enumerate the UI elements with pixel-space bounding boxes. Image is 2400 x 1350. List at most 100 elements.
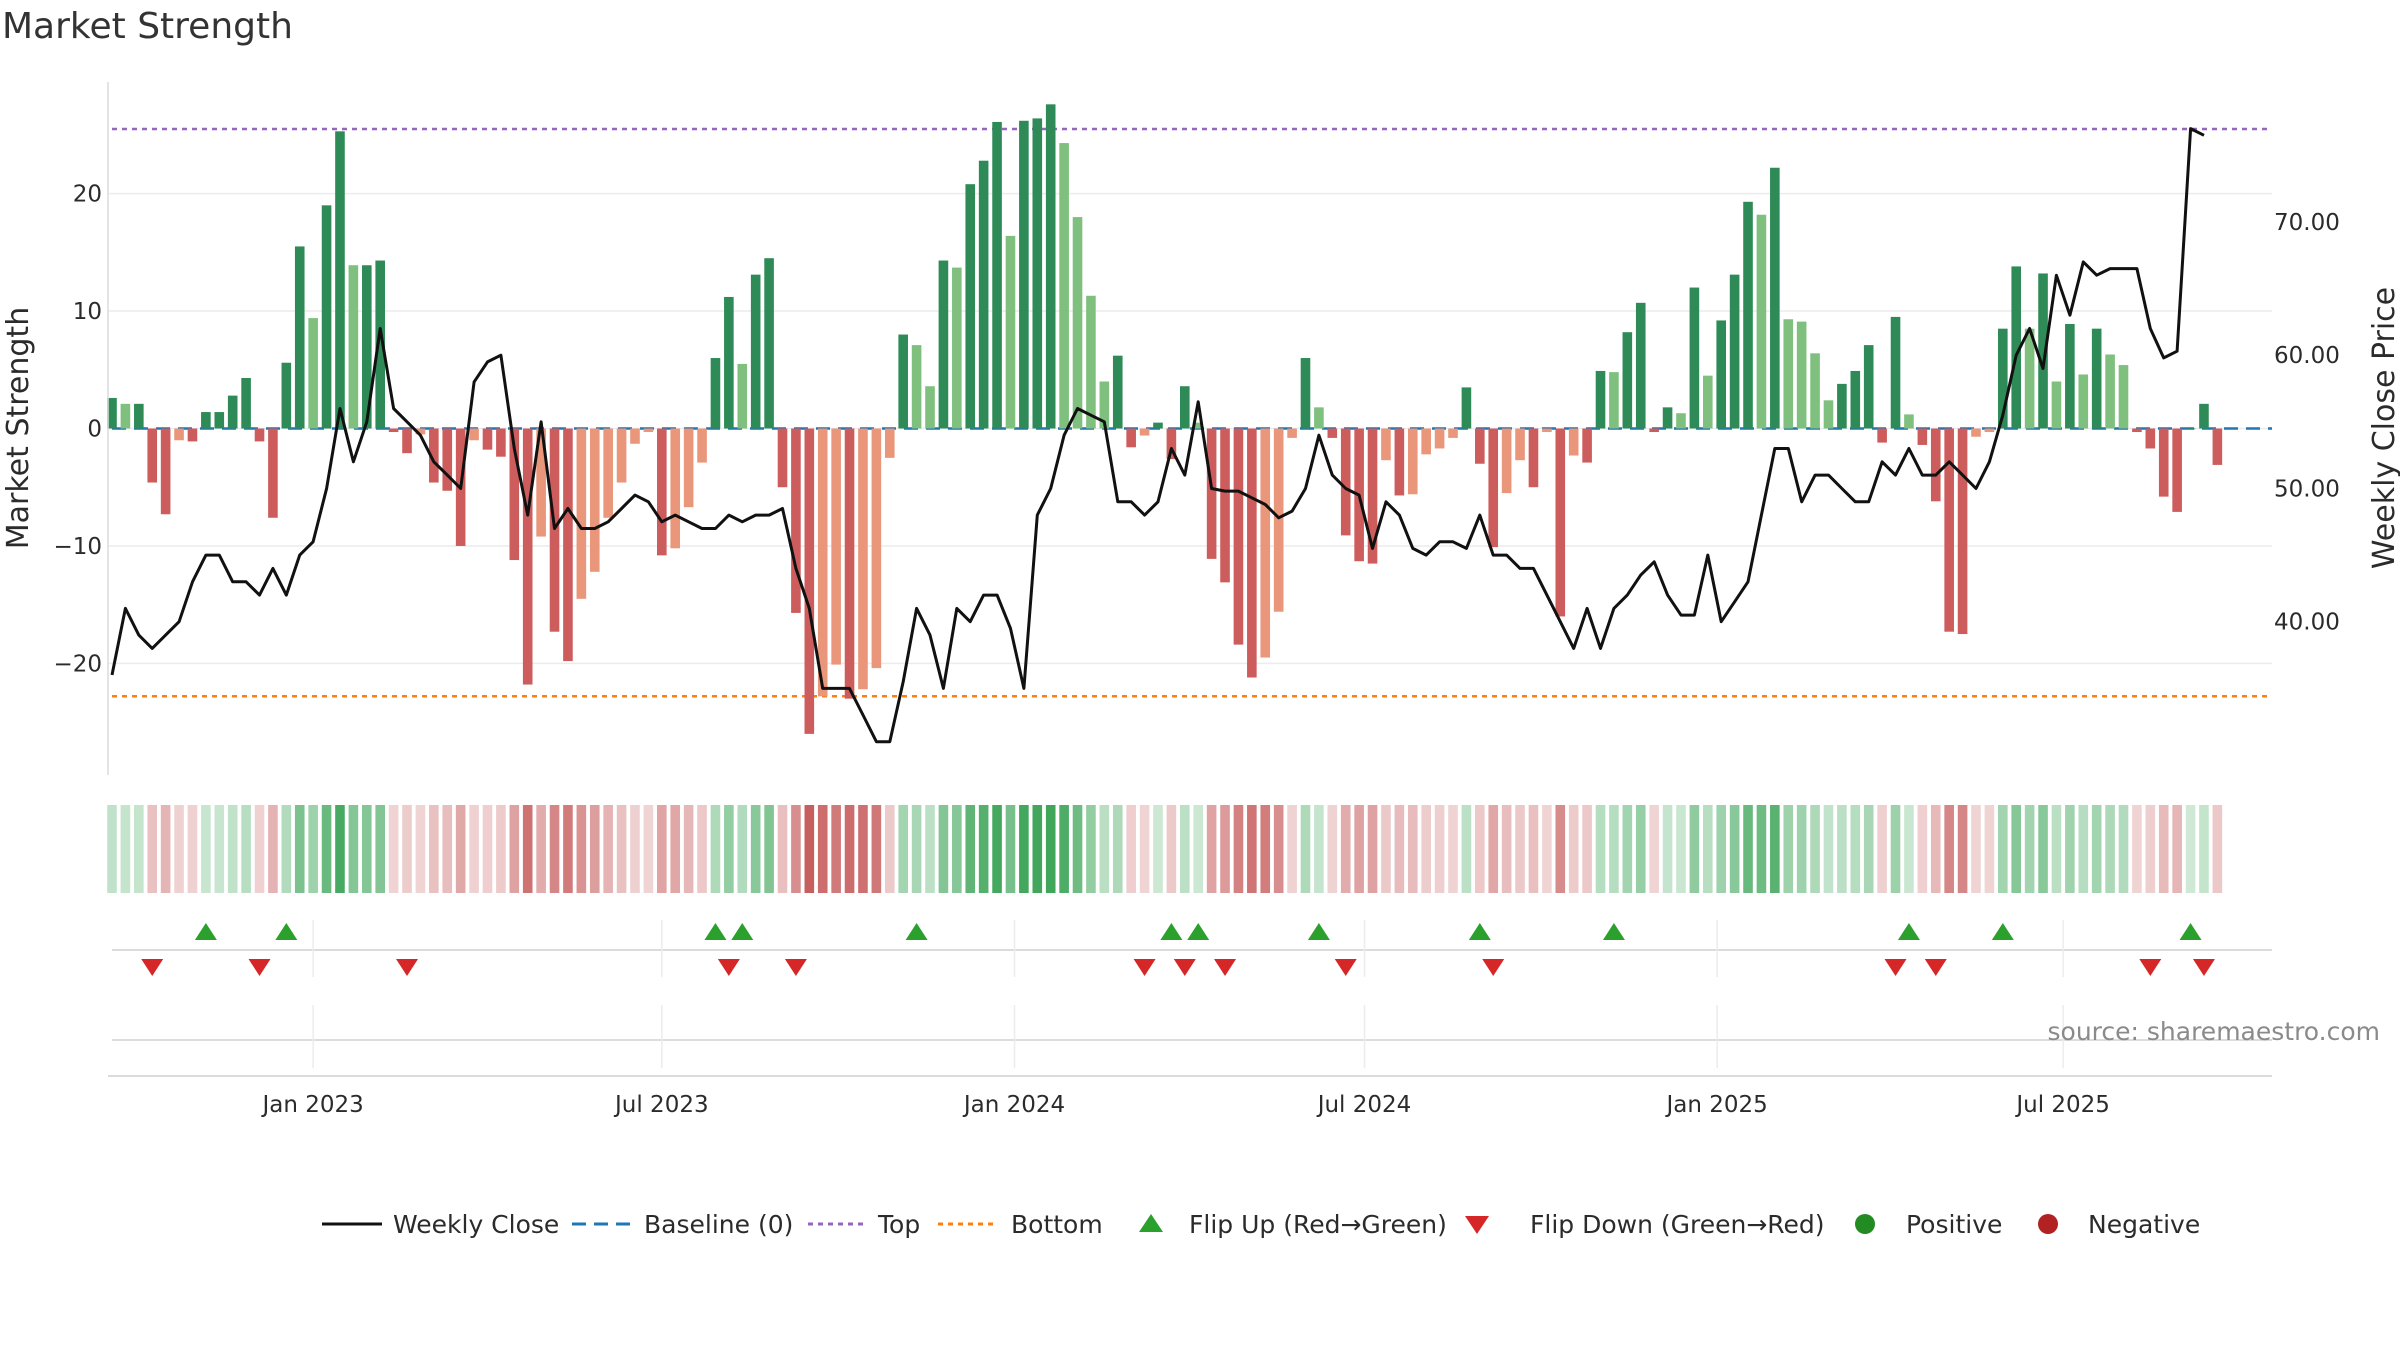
strength-bar — [884, 428, 895, 458]
strength-bar — [522, 428, 533, 685]
strength-bar — [2091, 328, 2102, 429]
heat-cell — [657, 805, 667, 893]
strength-bar — [107, 397, 117, 429]
heat-cell — [1729, 805, 1740, 893]
heat-cell — [1045, 805, 1056, 893]
strength-bar — [509, 428, 520, 561]
flip-down-marker — [717, 959, 740, 976]
strength-bar — [616, 428, 627, 483]
strength-bar — [764, 258, 774, 429]
y-tick-label: −20 — [53, 651, 102, 677]
heat-cell — [817, 805, 828, 893]
strength-bar — [925, 386, 935, 429]
heat-cell — [2091, 805, 2102, 893]
heat-cell — [1475, 805, 1485, 893]
heat-cell — [1743, 805, 1753, 893]
heat-cell — [1823, 805, 1834, 893]
heat-cell — [1314, 805, 1324, 893]
legend-label-bottom: Bottom — [1011, 1210, 1103, 1239]
flip-up-marker — [194, 923, 217, 940]
heat-cell — [2118, 805, 2129, 893]
heat-cell — [1461, 805, 1472, 893]
heat-cell — [1716, 805, 1726, 893]
strength-bar — [992, 121, 1002, 429]
flip-up-marker — [1468, 923, 1491, 940]
heat-cell — [241, 805, 251, 893]
heat-cell — [952, 805, 962, 893]
strength-bar — [1206, 428, 1217, 559]
heat-cell — [1354, 805, 1364, 893]
strength-bar — [1837, 383, 1847, 429]
strength-bar — [241, 377, 251, 429]
heat-cell — [294, 805, 305, 893]
heat-cell — [455, 805, 466, 893]
x-tick-label: Jan 2024 — [962, 1092, 1065, 1118]
heat-cell — [1488, 805, 1499, 893]
heat-cell — [1944, 805, 1954, 893]
strength-bar — [871, 428, 882, 669]
strength-bar — [952, 267, 962, 429]
heat-cell — [160, 805, 171, 893]
heat-cell — [442, 805, 453, 893]
heat-cell — [1702, 805, 1713, 893]
strength-bar — [1193, 422, 1204, 429]
x-tick-label: Jan 2025 — [1665, 1092, 1768, 1118]
strength-bar — [134, 403, 144, 429]
flip-up-marker — [1187, 923, 1210, 940]
strength-bar — [214, 412, 225, 429]
heat-cell — [1676, 805, 1686, 893]
strength-bar — [536, 428, 546, 537]
flip-up-marker — [704, 923, 727, 940]
strength-bar — [1086, 295, 1096, 429]
flip-down-marker — [1482, 959, 1505, 976]
strength-bar — [1622, 332, 1633, 429]
heat-cell — [1059, 805, 1069, 893]
heat-cell — [549, 805, 560, 893]
heat-cell — [361, 805, 372, 893]
heat-cell — [522, 805, 533, 893]
heat-cell — [1233, 805, 1244, 893]
heat-cell — [1770, 805, 1780, 893]
strength-bar — [978, 160, 989, 429]
legend-swatch-negative — [2038, 1214, 2058, 1234]
strength-bar — [1072, 217, 1083, 429]
legend-label-negative: Negative — [2088, 1210, 2200, 1239]
legend-swatch-positive — [1855, 1214, 1875, 1234]
strength-bar — [1233, 428, 1244, 645]
strength-bar — [1367, 428, 1378, 564]
heat-cell — [147, 805, 158, 893]
strength-bar — [1555, 428, 1566, 617]
heat-cell — [1139, 805, 1150, 893]
heat-cell — [925, 805, 935, 893]
heat-cell — [254, 805, 265, 893]
heat-cell — [1340, 805, 1351, 893]
strength-bar — [1273, 428, 1284, 612]
strength-bar — [1126, 428, 1136, 448]
strength-bar — [254, 428, 265, 442]
legend-swatch-flip-up — [1139, 1214, 1163, 1232]
strength-bar — [1528, 428, 1539, 488]
strength-bar — [2051, 381, 2062, 429]
heat-cell — [536, 805, 546, 893]
heat-cell — [1166, 805, 1177, 893]
heat-cell — [120, 805, 131, 893]
heat-cell — [724, 805, 734, 893]
heat-cell — [308, 805, 318, 893]
strength-bar — [1501, 428, 1512, 494]
strength-bar — [402, 428, 412, 454]
strength-bar — [1877, 428, 1887, 443]
flip-up-marker — [1307, 923, 1330, 940]
strength-bar — [2158, 428, 2169, 497]
strength-bar — [1032, 118, 1043, 429]
strength-bar — [1059, 143, 1069, 429]
heat-cell — [1649, 805, 1659, 893]
y2-tick-label: 50.00 — [2274, 476, 2340, 502]
flip-up-marker — [1602, 923, 1625, 940]
heat-cell — [1153, 805, 1163, 893]
legend-label-flip-down: Flip Down (Green→Red) — [1530, 1210, 1825, 1239]
legend-swatch-flip-down — [1465, 1216, 1489, 1234]
heat-cell — [1837, 805, 1847, 893]
strength-bar — [482, 428, 493, 450]
heat-cell — [482, 805, 493, 893]
